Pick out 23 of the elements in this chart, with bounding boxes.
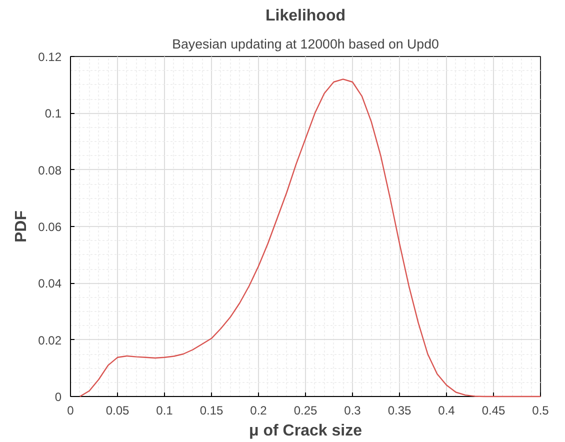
y-tick-label: 0.02 [38, 333, 62, 348]
x-tick-label: 0.35 [388, 404, 412, 418]
y-tick-label: 0.04 [38, 276, 62, 291]
x-tick-label: 0 [67, 404, 74, 418]
y-tick-label: 0 [54, 390, 62, 404]
y-tick-label: 0.1 [44, 106, 62, 121]
y-axis-title: PDF [13, 210, 30, 242]
chart-subtitle: Bayesian updating at 12000h based on Upd0 [172, 36, 439, 52]
x-tick-label: 0.45 [482, 404, 506, 418]
x-tick-label: 0.2 [250, 404, 268, 418]
x-axis-title: μ of Crack size [249, 422, 362, 440]
y-tick-label: 0.12 [38, 50, 62, 64]
y-tick-label: 0.08 [38, 163, 62, 178]
x-tick-label: 0.25 [294, 404, 318, 418]
line-series [79, 78, 542, 398]
chart-title: Likelihood [266, 8, 346, 24]
x-tick-label: 0.3 [344, 404, 362, 418]
x-tick-label: 0.05 [106, 404, 130, 418]
x-tick-label: 0.4 [438, 404, 456, 418]
x-tick-label: 0.5 [532, 404, 550, 418]
x-tick-label: 0.15 [200, 404, 224, 418]
y-tick-label: 0.06 [38, 220, 62, 234]
x-tick-label: 0.1 [156, 404, 174, 418]
